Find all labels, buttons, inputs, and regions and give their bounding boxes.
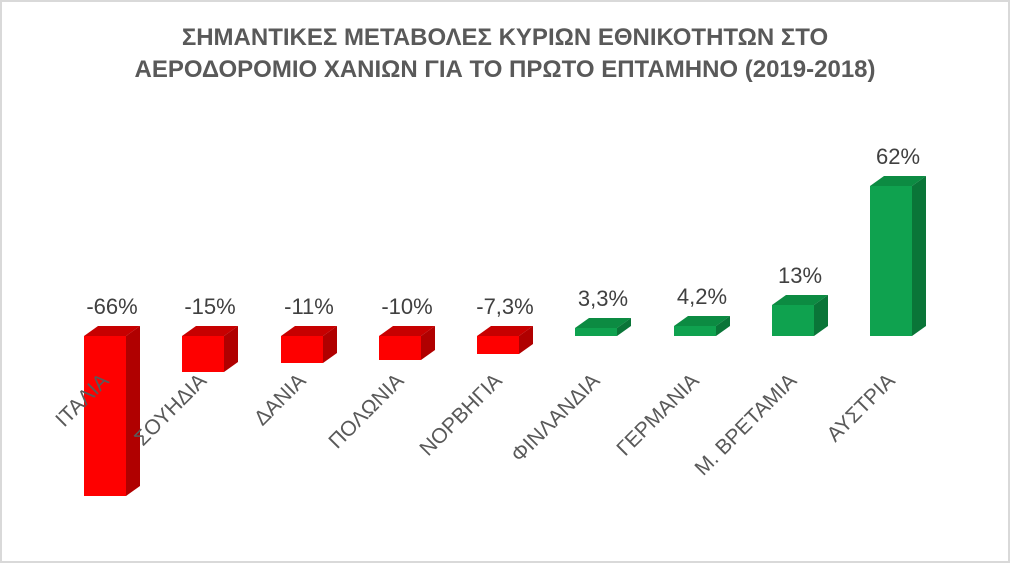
data-label: 4,2% — [676, 284, 728, 309]
bar-side-face — [716, 316, 730, 336]
data-label: -10% — [381, 294, 433, 319]
data-label: -7,3% — [476, 294, 534, 319]
data-label: 62% — [875, 144, 921, 169]
bar-front-face — [674, 326, 716, 336]
chart-title-line-2: ΑΕΡΟΔΟΡΟΜΙΟ ΧΑΝΙΩΝ ΓΙΑ ΤΟ ΠΡΩΤΟ ΕΠΤΑΜΗΝΟ… — [134, 56, 876, 83]
bar-top-face — [281, 326, 337, 336]
bar-front-face — [281, 336, 323, 363]
data-label: 13% — [777, 263, 823, 288]
bar-side-face — [126, 326, 140, 496]
bar-top-face — [575, 318, 631, 328]
bar-front-face — [84, 336, 126, 496]
bar-top-face — [379, 326, 435, 336]
bar-top-face — [674, 316, 730, 326]
bar-front-face — [379, 336, 421, 360]
data-label: 3,3% — [577, 286, 629, 311]
bar-side-face — [912, 176, 926, 336]
bar-side-face — [617, 318, 631, 336]
bar-top-face — [870, 176, 926, 186]
bar-top-face — [84, 326, 140, 336]
bar-side-face — [814, 295, 828, 336]
bar-front-face — [182, 336, 224, 372]
chart-title-line-1: ΣΗΜΑΝΤΙΚΕΣ ΜΕΤΑΒΟΛΕΣ ΚΥΡΙΩΝ ΕΘΝΙΚΟΤΗΤΩΝ … — [181, 24, 829, 51]
data-label: -11% — [284, 294, 334, 319]
bar-top-face — [772, 295, 828, 305]
data-label: -15% — [184, 294, 236, 319]
data-label: -66% — [86, 294, 138, 319]
chart-title: ΣΗΜΑΝΤΙΚΕΣ ΜΕΤΑΒΟΛΕΣ ΚΥΡΙΩΝ ΕΘΝΙΚΟΤΗΤΩΝ … — [2, 22, 1008, 86]
bar-side-face — [421, 326, 435, 360]
bar-side-face — [323, 326, 337, 363]
bar-side-face — [224, 326, 238, 372]
bar-front-face — [575, 328, 617, 336]
bar-front-face — [772, 305, 814, 336]
bar-top-face — [477, 326, 533, 336]
bar-side-face — [519, 326, 533, 354]
bar-top-face — [182, 326, 238, 336]
bar-front-face — [870, 186, 912, 336]
bar-front-face — [477, 336, 519, 354]
